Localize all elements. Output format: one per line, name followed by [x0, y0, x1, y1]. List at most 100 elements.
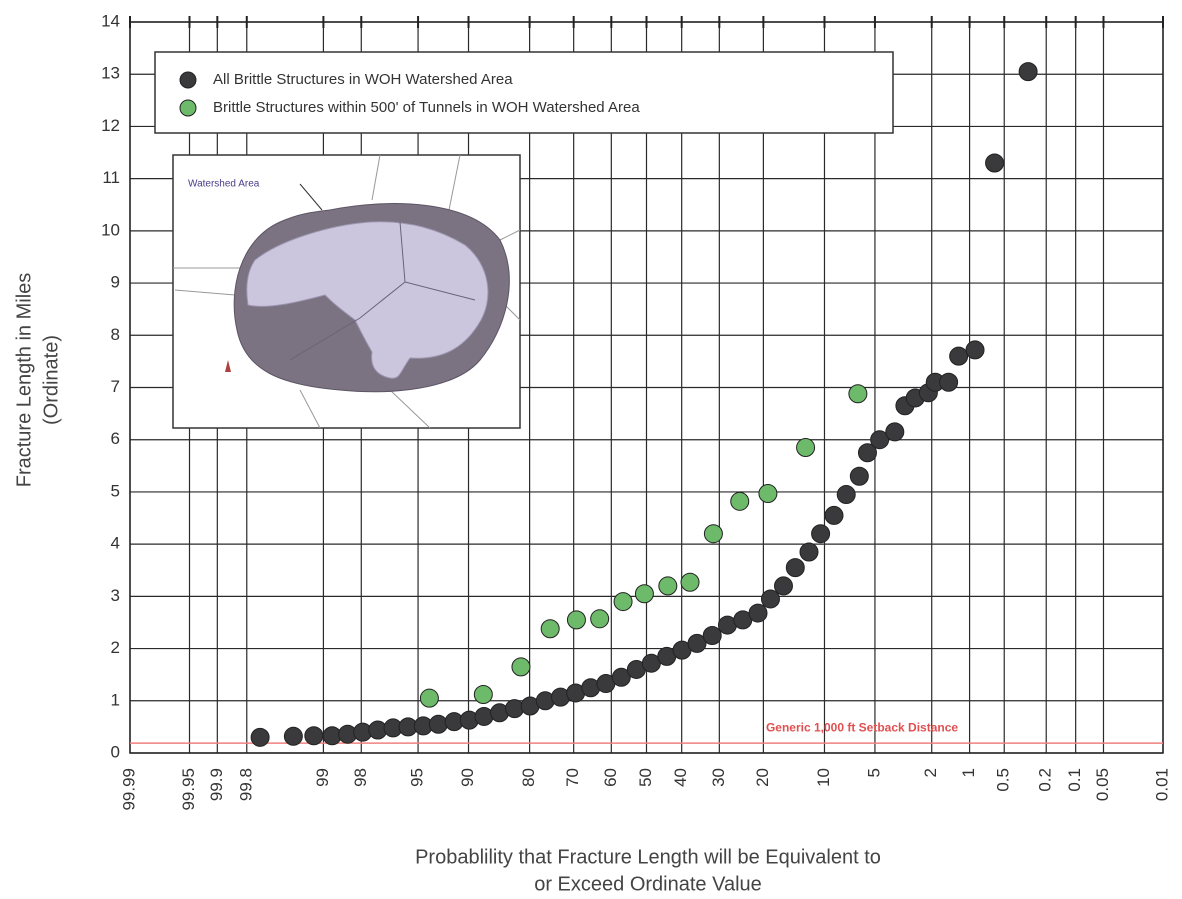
data-point — [304, 726, 324, 746]
legend-marker — [179, 99, 197, 117]
x-tick-label: 60 — [601, 768, 620, 787]
data-point — [824, 505, 844, 525]
data-point — [611, 667, 631, 687]
y-tick-label: 14 — [101, 11, 120, 30]
y-tick-label: 1 — [111, 690, 120, 709]
data-point — [250, 727, 270, 747]
x-tick-label: 98 — [351, 768, 370, 787]
x-tick-label: 0.5 — [994, 768, 1013, 792]
x-tick-label: 0.05 — [1093, 768, 1112, 801]
data-point — [687, 633, 707, 653]
x-tick-label: 99.9 — [207, 768, 226, 801]
inset-boundary — [389, 389, 431, 429]
data-point — [730, 491, 750, 511]
x-tick-label: 0.1 — [1065, 768, 1084, 792]
data-point — [540, 619, 560, 639]
data-point — [283, 726, 303, 746]
legend-label: All Brittle Structures in WOH Watershed … — [213, 71, 513, 88]
legend-label: Brittle Structures within 500' of Tunnel… — [213, 99, 640, 116]
data-point — [590, 609, 610, 629]
y-tick-label: 13 — [101, 64, 120, 83]
data-point — [748, 603, 768, 623]
x-tick-label: 50 — [636, 768, 655, 787]
data-point — [799, 542, 819, 562]
data-point — [658, 576, 678, 596]
inset-leader — [299, 183, 323, 211]
inset-boundary — [371, 154, 381, 201]
data-point — [634, 584, 654, 604]
y-tick-label: 11 — [102, 168, 120, 187]
data-point — [703, 524, 723, 544]
x-tick-label: 10 — [814, 768, 833, 787]
x-tick-label: 30 — [709, 768, 728, 787]
data-point — [870, 430, 890, 450]
y-tick-label: 3 — [111, 586, 120, 605]
y-tick-label: 12 — [101, 116, 120, 135]
y-tick-label: 5 — [111, 481, 120, 500]
data-point — [511, 657, 531, 677]
x-tick-label: 80 — [519, 768, 538, 787]
data-point — [702, 626, 722, 646]
x-tick-label: 2 — [921, 768, 940, 777]
data-point — [849, 466, 869, 486]
y-tick-label: 4 — [111, 534, 120, 553]
x-axis-label: Probablility that Fracture Length will b… — [415, 846, 881, 868]
data-point — [680, 572, 700, 592]
north-arrow — [225, 360, 231, 372]
y-tick-label: 8 — [111, 325, 120, 344]
data-point — [857, 443, 877, 463]
y-tick-label: 6 — [111, 429, 120, 448]
data-point — [949, 346, 969, 366]
data-point — [566, 610, 586, 630]
data-point — [785, 558, 805, 578]
data-point — [473, 685, 493, 705]
x-tick-label: 99.95 — [179, 768, 198, 811]
inset-label: Watershed Area — [188, 179, 260, 190]
data-point — [773, 576, 793, 596]
inset-boundary — [359, 281, 406, 319]
x-tick-label: 40 — [671, 768, 690, 787]
inset-boundary — [174, 289, 236, 296]
data-point — [419, 688, 439, 708]
data-point — [885, 422, 905, 442]
x-axis-label: or Exceed Ordinate Value — [534, 873, 762, 895]
data-point — [836, 485, 856, 505]
inset-boundary — [499, 229, 521, 241]
data-point — [965, 340, 985, 360]
data-point — [428, 714, 448, 734]
plot-frame — [129, 21, 1164, 754]
data-point — [758, 483, 778, 503]
y-tick-label: 9 — [111, 273, 120, 292]
inset-boundary — [289, 317, 361, 361]
data-point — [811, 524, 831, 544]
legend-box — [154, 51, 894, 134]
y-tick-label: 2 — [111, 638, 120, 657]
data-point — [848, 384, 868, 404]
x-tick-label: 70 — [563, 768, 582, 787]
x-tick-label: 90 — [458, 768, 477, 787]
x-tick-label: 99.8 — [236, 768, 255, 801]
data-point — [613, 592, 633, 612]
data-point — [985, 153, 1005, 173]
inset-boundary — [299, 389, 321, 429]
x-tick-label: 5 — [864, 768, 883, 777]
y-axis-label: (Ordinate) — [40, 335, 62, 425]
y-tick-label: 7 — [111, 377, 120, 396]
x-tick-label: 0.01 — [1152, 768, 1171, 801]
x-tick-label: 99.99 — [119, 768, 138, 811]
legend-marker — [179, 71, 197, 89]
x-tick-label: 0.2 — [1036, 768, 1055, 792]
reference-label: Generic 1,000 ft Setback Distance — [766, 720, 958, 734]
inset-boundary — [447, 154, 461, 216]
data-point — [1018, 62, 1038, 82]
y-tick-label: 10 — [101, 220, 120, 239]
y-tick-label: 0 — [111, 742, 120, 761]
data-point — [939, 372, 959, 392]
watershed-inner — [246, 221, 489, 379]
y-axis-label: Fracture Length in Miles — [13, 273, 35, 488]
data-point — [505, 699, 525, 719]
x-tick-label: 20 — [753, 768, 772, 787]
x-tick-label: 99 — [313, 768, 332, 787]
